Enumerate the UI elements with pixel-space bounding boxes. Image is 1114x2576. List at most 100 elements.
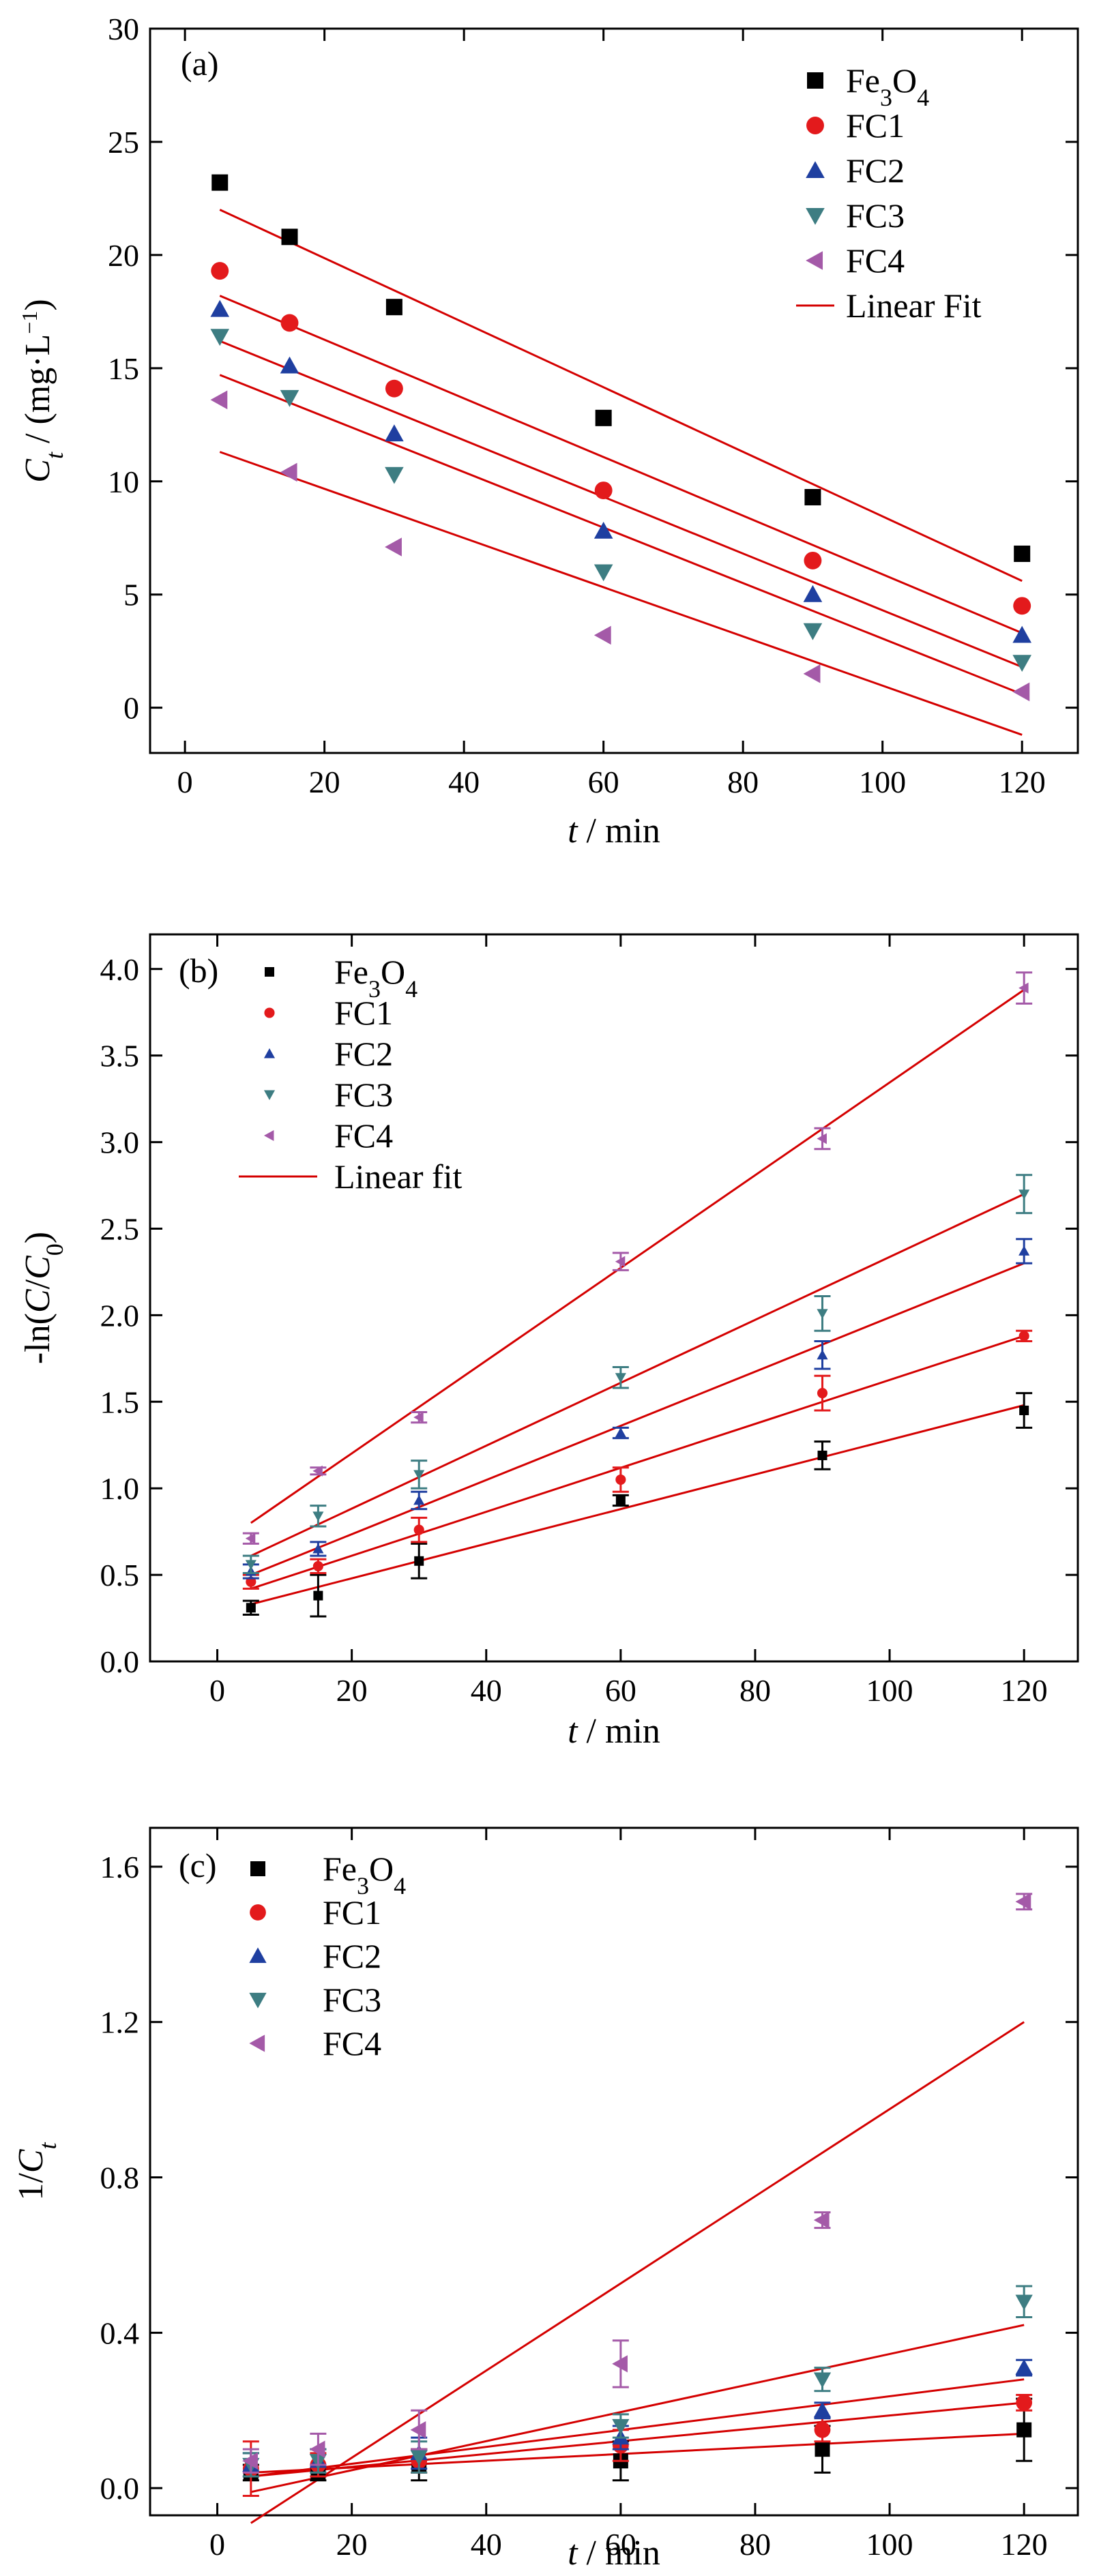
data-point-fc3	[210, 329, 230, 346]
data-point-fc4	[242, 2452, 258, 2470]
panel-c: 0 20 40 60 80 100 120 0.0 0.4 0.8 1.2 1.6 t / min 1/C…	[12, 1826, 1079, 2573]
y-tick-label: 0.0	[100, 1644, 140, 1679]
y-tick-label: 0	[123, 691, 139, 726]
plot-frame	[149, 27, 1079, 754]
data-point-fe3o4	[281, 228, 298, 246]
plot-frame	[149, 933, 1079, 1663]
y-tick-label: 1.5	[100, 1385, 140, 1419]
data-point-fe3o4	[817, 1450, 827, 1460]
legend-marker-fc3	[249, 1992, 267, 2009]
fit-line-fe3o4	[219, 209, 1023, 582]
y-tick-label: 2.0	[100, 1298, 140, 1333]
data-point-fe3o4	[595, 409, 612, 426]
data-point-fc2	[1012, 625, 1031, 643]
plot-frame	[149, 1826, 1079, 2517]
y-tick-label: 0.4	[100, 2315, 140, 2350]
y-tick-label: 10	[108, 464, 139, 499]
x-tick-label: 0	[209, 2527, 225, 2562]
y-tick-label: 30	[108, 12, 139, 46]
x-tick-label: 40	[471, 2527, 502, 2562]
fit-line-fc4	[250, 2021, 1025, 2524]
y-axis-label: -ln(C/C0)	[18, 1232, 68, 1364]
legend-label-fc3: FC3	[846, 196, 905, 235]
x-tick-label: 20	[309, 765, 340, 799]
data-point-fc3	[803, 623, 823, 640]
data-point-fc2	[817, 1349, 828, 1360]
data-point-fc4	[615, 1256, 626, 1267]
x-tick-label: 0	[209, 1673, 225, 1708]
data-point-fc2	[615, 1427, 626, 1438]
data-point-fc2	[280, 356, 299, 374]
data-point-fc4	[385, 537, 402, 557]
data-point-fc3	[813, 2372, 832, 2388]
legend-label-fe3o4: Fe3O4	[846, 61, 929, 111]
data-point-fc3	[1015, 2294, 1033, 2311]
data-point-fc2	[312, 1543, 324, 1554]
data-point-fc3	[280, 389, 299, 407]
data-point-fc1	[312, 1560, 323, 1571]
data-point-fc3	[410, 2450, 428, 2466]
data-point-fe3o4	[804, 488, 821, 505]
x-tick-label: 20	[336, 2527, 368, 2562]
y-tick-label: 2.5	[100, 1211, 140, 1246]
data-point-fc3	[312, 1511, 324, 1522]
data-point-fc4	[410, 2421, 426, 2439]
x-tick-label: 120	[1001, 2527, 1048, 2562]
x-tick-label: 120	[1001, 1673, 1048, 1708]
data-point-fe3o4	[246, 1603, 256, 1613]
legend-label-fc3: FC3	[323, 1981, 381, 2019]
legend-label-fit: Linear fit	[334, 1157, 463, 1196]
x-tick-label: 60	[588, 765, 619, 799]
fit-line-fe3o4	[250, 1404, 1025, 1605]
y-tick-label: 1.6	[100, 1850, 140, 1884]
data-point-fc3	[413, 1470, 425, 1480]
data-point-fc1	[804, 551, 822, 569]
x-tick-label: 80	[727, 765, 759, 799]
legend-marker-fc3	[263, 1090, 276, 1101]
legend-label-fit: Linear Fit	[846, 286, 982, 325]
data-point-fe3o4	[1019, 1405, 1029, 1415]
data-point-fe3o4	[414, 1556, 424, 1566]
fit-line-fe3o4	[250, 2432, 1025, 2474]
data-point-fc1	[814, 2421, 831, 2438]
y-tick-label: 1.0	[100, 1471, 140, 1506]
data-point-fc4	[413, 1412, 424, 1423]
fit-line-fc2	[250, 2378, 1025, 2478]
legend-label-fc2: FC2	[334, 1035, 393, 1073]
y-tick-label: 0.8	[100, 2161, 140, 2195]
x-tick-label: 100	[866, 1673, 913, 1708]
y-tick-label: 1.2	[100, 2005, 140, 2040]
data-point-fc3	[817, 1309, 828, 1319]
legend-marker-fe3o4	[265, 967, 274, 977]
fit-line-fc2	[219, 340, 1023, 668]
data-point-fc2	[813, 2401, 832, 2418]
legend-label-fc1: FC1	[334, 994, 393, 1032]
data-point-fc2	[593, 521, 613, 539]
data-point-fc1	[1018, 1331, 1029, 1342]
data-point-fc1	[615, 1474, 626, 1485]
fit-line-fc3	[219, 374, 1023, 696]
legend-label-fc2: FC2	[846, 151, 905, 190]
data-point-fc4	[210, 390, 228, 410]
y-tick-label: 25	[108, 125, 139, 160]
data-point-fc2	[1015, 2358, 1033, 2375]
legend-marker-fc1	[264, 1007, 275, 1018]
data-point-fc2	[385, 424, 404, 442]
legend-marker-fc4	[263, 1129, 274, 1142]
data-point-fc4	[813, 2211, 830, 2229]
legend-label-fc3: FC3	[334, 1076, 393, 1114]
data-point-fc1	[385, 379, 403, 398]
legend-marker-fc4	[806, 251, 823, 270]
data-point-fc3	[615, 1373, 626, 1383]
data-point-fe3o4	[1014, 545, 1031, 562]
legend-label-fc4: FC4	[334, 1116, 393, 1155]
data-point-fc1	[817, 1388, 828, 1399]
fit-line-fc4	[250, 988, 1025, 1524]
x-tick-label: 100	[866, 2527, 913, 2562]
data-point-fc4	[312, 1465, 323, 1477]
legend-label-fc2: FC2	[323, 1937, 381, 1975]
legend-marker-fc2	[806, 161, 825, 179]
data-point-fc3	[1012, 655, 1031, 672]
legend-marker-fe3o4	[250, 1861, 265, 1876]
